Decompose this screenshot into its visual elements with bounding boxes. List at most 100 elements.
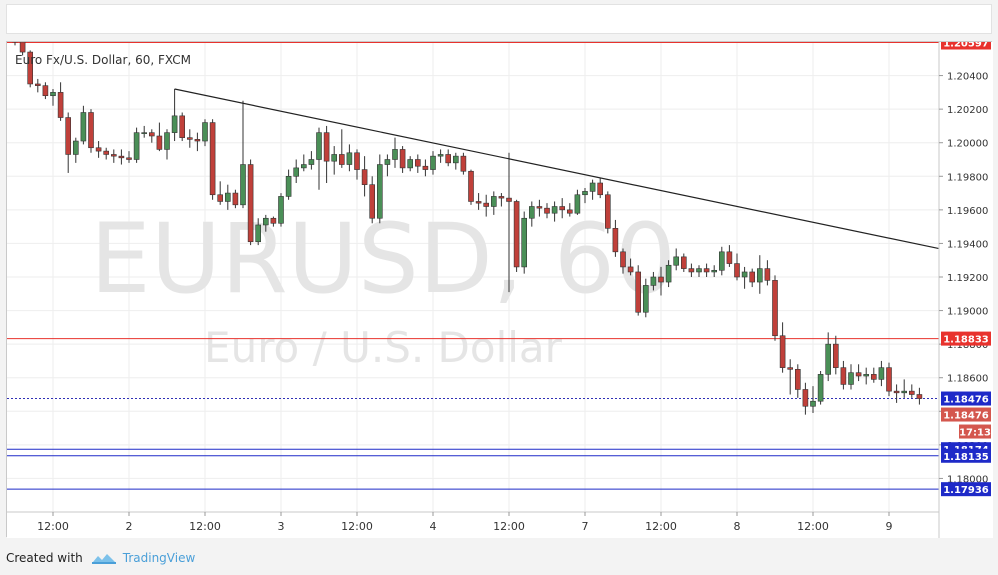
chart-frame[interactable]: EURUSD, 60 Euro / U.S. Dollar 1.20400 1.2… xyxy=(6,41,993,538)
x-tick-label: 3 xyxy=(278,520,285,533)
candle-body xyxy=(209,122,216,196)
candle-body xyxy=(392,149,398,160)
x-tick-label: 12:00 xyxy=(189,520,221,533)
price-labels: 1.205971.188331.184761.181741.181351.179… xyxy=(941,42,991,497)
candle-body xyxy=(620,251,626,268)
candle-body xyxy=(445,154,452,164)
horizontal-levels xyxy=(7,42,939,490)
level-label: 1.18135 xyxy=(943,452,989,463)
candle-body xyxy=(506,197,512,202)
x-tick-label: 12:00 xyxy=(493,520,525,533)
y-tick-label: 1.20000 xyxy=(947,139,988,150)
candle-body xyxy=(133,132,140,160)
candle-body xyxy=(863,374,870,377)
x-tick-label: 8 xyxy=(734,520,741,533)
symbol-label: Euro Fx/U.S. Dollar, 60, FXCM xyxy=(15,53,191,67)
candle-body xyxy=(612,228,619,253)
watermark-symbol: EURUSD, 60 xyxy=(90,203,676,315)
candle-body xyxy=(338,154,345,165)
trendline-layer[interactable] xyxy=(174,88,939,250)
candle-body xyxy=(361,169,368,185)
candle-body xyxy=(156,135,163,150)
candle-body xyxy=(179,115,185,138)
candle-body xyxy=(34,83,41,86)
candle-body xyxy=(369,184,376,219)
candle-body xyxy=(255,224,261,243)
countdown-label: 17:13 xyxy=(959,428,991,439)
candle-body xyxy=(711,269,718,273)
candle-body xyxy=(354,152,360,170)
candle-body xyxy=(293,167,300,177)
candle-body xyxy=(536,206,543,209)
candle-body xyxy=(437,154,444,157)
candle-body xyxy=(916,394,923,399)
candle-body xyxy=(422,165,429,170)
candle-body xyxy=(126,157,132,160)
last-price-bg xyxy=(941,407,991,422)
x-tick-label: 4 xyxy=(430,520,437,533)
candle-body xyxy=(278,196,284,224)
y-tick-label: 1.20200 xyxy=(947,105,988,116)
candle-body xyxy=(73,140,79,155)
candle-body xyxy=(384,159,391,165)
candle-body xyxy=(141,132,147,134)
candle-body xyxy=(832,343,839,368)
candle-body xyxy=(855,372,862,377)
x-tick-label: 12:00 xyxy=(37,520,69,533)
candle-body xyxy=(376,164,383,219)
candle-body xyxy=(164,132,170,150)
candle-body xyxy=(414,159,421,167)
tradingview-cloud-icon[interactable] xyxy=(91,551,117,565)
last-price-label: 1.18476 xyxy=(943,411,989,422)
watermark-name: Euro / U.S. Dollar xyxy=(204,323,563,372)
candle-body xyxy=(726,251,733,264)
created-with-label: Created with xyxy=(6,551,83,565)
candle-body xyxy=(772,280,778,337)
x-tick-label: 7 xyxy=(582,520,589,533)
x-tick-label: 2 xyxy=(126,520,133,533)
candle-body xyxy=(901,390,908,394)
candle-body xyxy=(582,191,588,196)
candle-body xyxy=(696,268,702,273)
candle-body xyxy=(430,155,436,170)
candle-body xyxy=(300,164,307,169)
candle-body xyxy=(483,202,490,207)
y-tick-label: 1.19600 xyxy=(947,206,988,217)
candle-body xyxy=(566,209,573,214)
y-tick-label: 1.18000 xyxy=(947,474,988,485)
candle-body xyxy=(316,132,322,160)
candlestick-chart[interactable]: EURUSD, 60 Euro / U.S. Dollar 1.20400 1.2… xyxy=(7,42,993,538)
level-label: 1.20597 xyxy=(943,42,989,50)
candle-body xyxy=(452,155,459,164)
candle-body xyxy=(57,92,64,118)
candle-body xyxy=(635,271,642,313)
level-label-bg xyxy=(941,482,991,497)
candle-body xyxy=(490,196,497,207)
y-tick-label: 1.19000 xyxy=(947,307,988,318)
candle-body xyxy=(589,182,596,192)
candle-body xyxy=(308,159,315,165)
candle-body xyxy=(111,154,117,157)
candle-body xyxy=(247,164,254,243)
candle-body xyxy=(528,206,535,219)
candle-body xyxy=(802,389,809,407)
candle-body xyxy=(658,276,664,283)
level-label-bg xyxy=(941,448,991,463)
level-label-bg xyxy=(941,331,991,346)
candle-body xyxy=(787,367,794,370)
candle-body xyxy=(103,150,109,155)
candles xyxy=(12,42,923,415)
y-tick-label: 1.20400 xyxy=(947,72,988,83)
candle-body xyxy=(80,112,87,142)
candle-body xyxy=(764,268,771,281)
candle-body xyxy=(642,285,649,313)
candle-body xyxy=(817,374,824,402)
candle-body xyxy=(559,206,566,211)
top-toolbar xyxy=(6,4,992,34)
time-axis[interactable]: 12:00 2 12:00 3 12:00 4 12:00 7 12:00 8 12:00 9 xyxy=(37,512,893,533)
tradingview-link[interactable]: TradingView xyxy=(122,551,196,565)
candle-body xyxy=(703,268,710,273)
candle-body xyxy=(870,374,877,380)
candle-body xyxy=(42,85,49,97)
y-tick-label: 1.18800 xyxy=(947,340,988,351)
